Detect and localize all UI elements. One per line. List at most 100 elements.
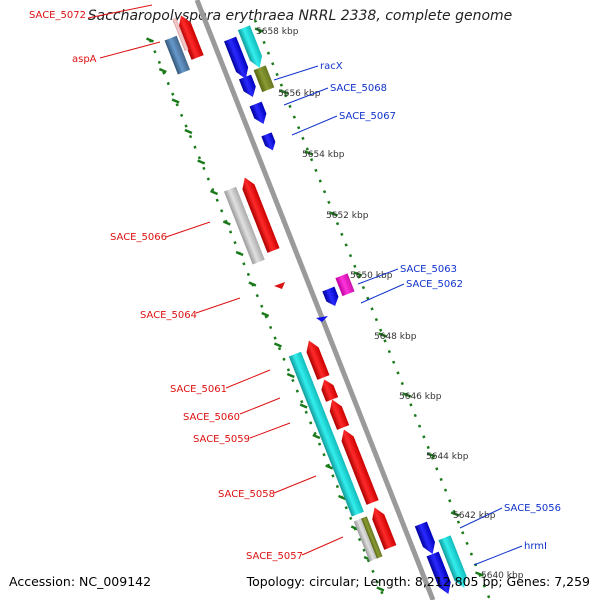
gene-hrmI[interactable] <box>438 535 470 590</box>
right-scale-line <box>253 19 492 600</box>
gene-pink[interactable] <box>172 17 189 51</box>
gene-SACE_5066[interactable] <box>239 175 280 253</box>
gene-SACE_5068[interactable] <box>238 74 259 100</box>
scale-tick <box>450 511 460 517</box>
scale-label: 5658 kbp <box>256 27 299 37</box>
gene-SACE_5057[interactable] <box>369 505 397 550</box>
left-scale-tick <box>171 98 180 104</box>
left-scale-tick <box>248 281 257 287</box>
left-gene-label[interactable]: SACE_5059 <box>193 434 250 445</box>
gene-olive-top[interactable] <box>253 65 275 93</box>
gene-SACE_5056[interactable] <box>414 521 439 557</box>
left-label-connector <box>301 536 344 556</box>
gene-SACE_5061[interactable] <box>303 338 330 380</box>
scale-label: 5648 kbp <box>374 332 417 342</box>
scale-label: 5652 kbp <box>326 211 369 221</box>
left-scale-tick <box>299 403 308 409</box>
gene-SACE_5060[interactable] <box>318 377 339 402</box>
gene-cyan-big[interactable] <box>288 351 364 517</box>
left-scale-tick <box>312 433 321 440</box>
left-gene-labels: SACE_5072 aspA SACE_5066 SACE_5064 SACE_5061… <box>29 4 344 562</box>
right-label-connector <box>291 115 338 136</box>
scale-label: 5654 kbp <box>302 150 345 160</box>
left-scale-line <box>148 39 387 600</box>
left-label-connector <box>195 297 241 314</box>
scale-tick <box>378 332 388 338</box>
left-gene-label[interactable]: SACE_5072 <box>29 10 86 21</box>
gene-blue-bottom[interactable] <box>426 551 455 597</box>
gene-SACE_5072[interactable] <box>164 35 191 75</box>
left-scale-tick <box>286 372 295 379</box>
gene-SACE_5063[interactable] <box>322 286 341 309</box>
left-scale-tick <box>222 220 231 226</box>
scale-tick <box>304 150 314 156</box>
scale-label: 5642 kbp <box>453 511 496 521</box>
small-red-marker <box>274 282 285 289</box>
right-label-connector <box>473 545 523 566</box>
right-label-connector <box>273 65 319 81</box>
left-scale-tick <box>158 67 167 74</box>
right-gene-label[interactable]: hrmI <box>524 541 547 552</box>
left-gene-label[interactable]: aspA <box>72 54 97 65</box>
left-gene-label[interactable]: SACE_5064 <box>140 310 197 321</box>
right-label-connector <box>283 87 329 106</box>
left-scale-tick <box>210 189 218 196</box>
scale-tick <box>353 271 363 277</box>
gene-features <box>164 13 470 597</box>
accession-text: Accession: NC_009142 <box>9 574 152 589</box>
scale-tick <box>279 89 289 95</box>
topology-text: Topology: circular; Length: 8,212,805 bp… <box>246 574 590 589</box>
left-scale-tick <box>146 37 154 43</box>
gene-SACE_5062[interactable] <box>335 273 355 297</box>
gene-SACE_5067[interactable] <box>249 101 270 127</box>
scale-tick <box>402 392 412 398</box>
right-gene-label[interactable]: SACE_5056 <box>504 503 561 514</box>
left-scale-tick <box>235 250 244 257</box>
scale-labels: 5658 kbp 5656 kbp 5654 kbp 5652 kbp 5650 kbp… <box>256 27 524 581</box>
left-gene-label[interactable]: SACE_5066 <box>110 232 167 243</box>
scale-label: 5640 kbp <box>481 571 524 581</box>
scale-label: 5644 kbp <box>426 452 469 462</box>
left-scale-tick <box>325 464 334 470</box>
right-gene-label[interactable]: SACE_5067 <box>339 111 396 122</box>
right-gene-label[interactable]: racX <box>320 61 343 72</box>
scale-tick <box>329 211 339 217</box>
left-label-connector <box>239 397 281 415</box>
right-label-connector <box>459 507 503 529</box>
scale-ticks <box>254 27 484 577</box>
right-label-connector <box>357 268 399 285</box>
gene-SACE_5058[interactable] <box>338 427 379 505</box>
gene-olive-5057[interactable] <box>361 516 383 559</box>
right-gene-label[interactable]: SACE_5068 <box>330 83 387 94</box>
left-label-connector <box>87 4 153 19</box>
genome-backbone <box>194 0 436 600</box>
scale-label: 5656 kbp <box>278 89 321 99</box>
left-scale-tick <box>337 494 346 501</box>
left-scale-tick <box>273 342 282 348</box>
gene-gray-5057[interactable] <box>353 517 379 562</box>
right-gene-labels: racX SACE_5068 SACE_5067 SACE_5063 SACE_5062… <box>273 61 561 566</box>
left-scale-tick <box>376 586 385 592</box>
gene-aspA[interactable] <box>175 13 204 60</box>
right-gene-label[interactable]: SACE_5062 <box>406 279 463 290</box>
scale-tick <box>475 571 484 577</box>
scale-label: 5650 kbp <box>350 271 393 281</box>
gene-cyan-top[interactable] <box>237 25 266 70</box>
gene-SACE_5059[interactable] <box>326 397 350 430</box>
small-blue-marker <box>316 316 328 322</box>
right-gene-label[interactable]: SACE_5063 <box>400 264 457 275</box>
left-gene-label[interactable]: SACE_5058 <box>218 489 275 500</box>
gene-small-blue[interactable] <box>261 132 278 152</box>
genome-title: Saccharopolyspora erythraea NRRL 2338, c… <box>87 8 513 24</box>
scale-tick <box>254 27 264 33</box>
left-label-connector <box>165 221 211 238</box>
left-scale-tick <box>197 159 206 165</box>
gene-racX[interactable] <box>224 36 252 82</box>
left-gene-label[interactable]: SACE_5061 <box>170 384 227 395</box>
left-gene-label[interactable]: SACE_5057 <box>246 551 303 562</box>
gene-gray-5066[interactable] <box>223 186 265 265</box>
left-gene-label[interactable]: SACE_5060 <box>183 412 240 423</box>
scale-label: 5646 kbp <box>399 392 442 402</box>
left-label-connector <box>273 475 317 494</box>
